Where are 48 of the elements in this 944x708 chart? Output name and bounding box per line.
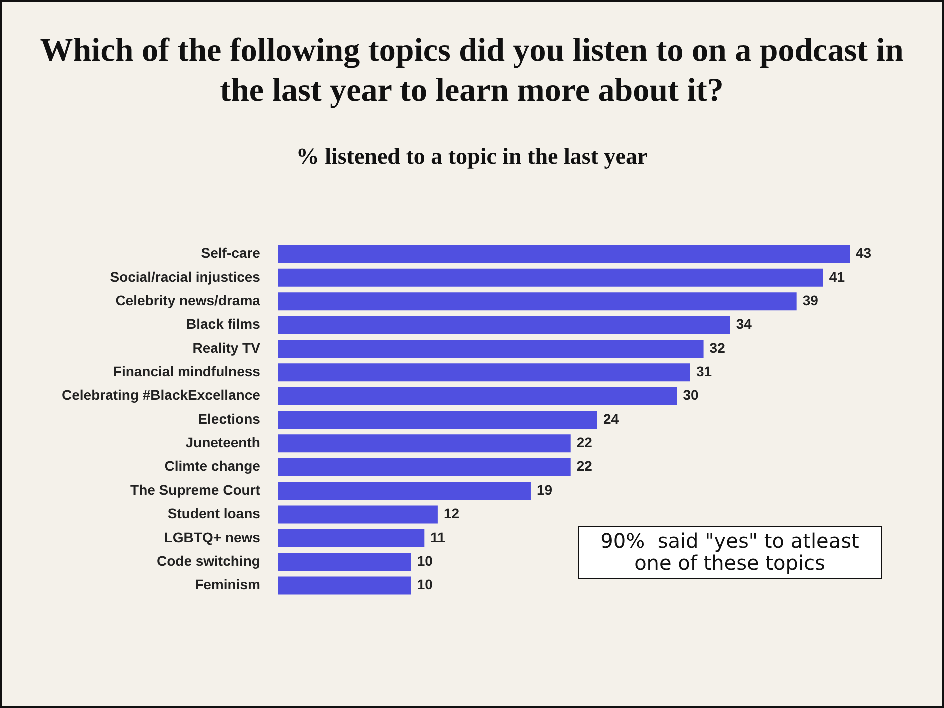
data-label: 11 (430, 529, 446, 546)
bar (278, 292, 797, 311)
y-tick-label: Student loans (168, 506, 261, 522)
bar (278, 529, 425, 548)
y-tick-label: Financial mindfulness (113, 364, 261, 380)
data-label: 24 (603, 410, 620, 427)
bar (278, 268, 824, 287)
data-label: 22 (576, 434, 593, 451)
bar (278, 553, 412, 572)
y-tick-label: LGBTQ+ news (164, 529, 261, 546)
y-tick-label: The Supreme Court (130, 482, 261, 498)
bar (278, 245, 850, 264)
data-label: 10 (417, 576, 434, 593)
data-label: 41 (829, 268, 846, 285)
y-tick-label: Self-care (201, 245, 261, 262)
y-tick-label: Black films (186, 316, 261, 332)
y-tick-label: Feminism (195, 576, 260, 593)
y-tick-label: Celebrity news/drama (116, 292, 261, 308)
bar (278, 387, 678, 406)
data-label: 32 (710, 340, 726, 356)
y-tick-label: Celebrating #BlackExcellance (62, 387, 261, 404)
y-tick-label: Juneteenth (186, 434, 260, 451)
data-label: 43 (856, 245, 872, 262)
bar (278, 411, 598, 429)
data-label: 39 (802, 292, 819, 308)
annotation: 90% said "yes" to atleast one of these topics (578, 526, 882, 579)
chart-subtitle: % listened to a topic in the last year (295, 144, 649, 170)
bar (278, 434, 571, 453)
data-label: 30 (683, 387, 699, 404)
y-tick-label: Social/racial injustices (110, 268, 261, 285)
bar (278, 506, 438, 524)
bar (278, 458, 571, 476)
data-label: 31 (696, 364, 712, 380)
bar (278, 576, 412, 595)
bar (278, 482, 531, 500)
y-tick-label: Code switching (156, 552, 260, 569)
data-label: 34 (736, 316, 752, 332)
y-tick-label: Reality TV (192, 340, 262, 356)
data-label: 12 (444, 506, 460, 522)
bar (278, 364, 690, 382)
data-label: 19 (536, 482, 553, 498)
bar (278, 316, 730, 334)
data-label: 10 (417, 552, 434, 569)
y-tick-label: Climte change (164, 458, 261, 474)
data-label: 22 (576, 458, 593, 474)
bar (278, 340, 704, 358)
chart-title: Which of the following topics did you listen to on a podcast in the last year to learn more about it? (39, 32, 905, 111)
y-tick-label: Elections (198, 410, 261, 427)
